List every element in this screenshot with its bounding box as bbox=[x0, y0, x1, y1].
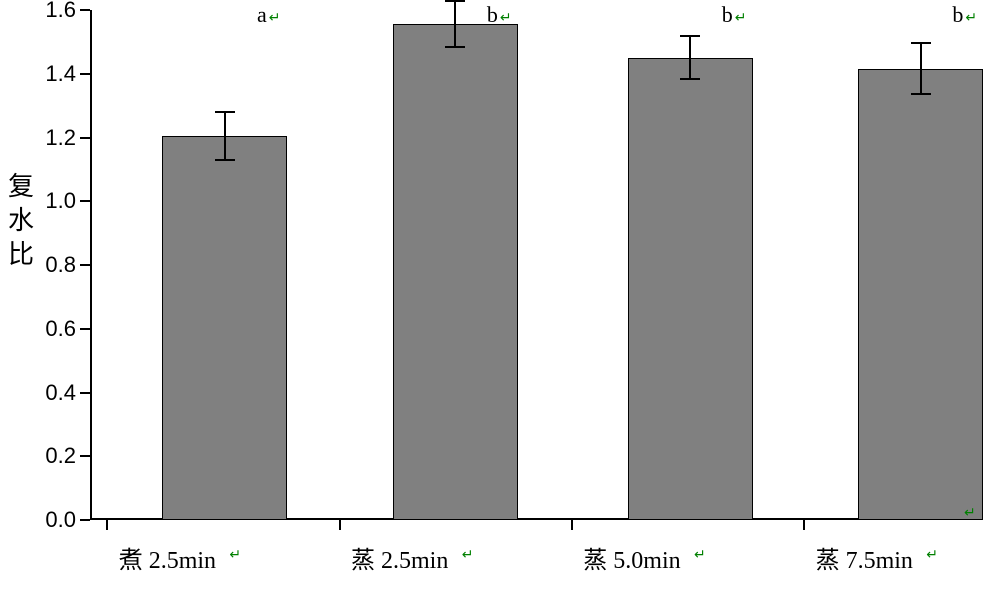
errorbar-cap bbox=[215, 111, 235, 113]
y-axis-label-char-1: 复 bbox=[6, 170, 36, 204]
x-tick bbox=[571, 520, 573, 530]
y-tick-label: 1.0 bbox=[45, 188, 76, 214]
y-axis-label-char-3: 比 bbox=[6, 238, 36, 272]
bar bbox=[393, 24, 518, 520]
errorbar-cap bbox=[911, 93, 931, 95]
errorbar-cap bbox=[215, 159, 235, 161]
paragraph-mark-icon: ↵ bbox=[963, 9, 977, 25]
paragraph-mark-icon: ↵ bbox=[964, 504, 976, 521]
paragraph-mark-icon: ↵ bbox=[926, 546, 938, 563]
paragraph-mark-icon: ↵ bbox=[267, 9, 281, 25]
x-category-label: 蒸 2.5min bbox=[351, 540, 448, 575]
significance-label: b↵ bbox=[952, 2, 977, 28]
y-tick-label: 0.8 bbox=[45, 252, 76, 278]
errorbar-cap bbox=[445, 46, 465, 48]
y-tick bbox=[80, 73, 90, 75]
y-tick-label: 0.0 bbox=[45, 507, 76, 533]
x-tick bbox=[339, 520, 341, 530]
y-tick bbox=[80, 137, 90, 139]
y-tick-label: 0.6 bbox=[45, 316, 76, 342]
errorbar-line bbox=[920, 43, 922, 94]
paragraph-mark-icon: ↵ bbox=[498, 9, 512, 25]
y-tick bbox=[80, 519, 90, 521]
x-tick bbox=[803, 520, 805, 530]
y-tick bbox=[80, 455, 90, 457]
significance-label: b↵ bbox=[487, 2, 512, 28]
y-tick bbox=[80, 9, 90, 11]
y-tick-label: 1.6 bbox=[45, 0, 76, 23]
y-tick bbox=[80, 328, 90, 330]
errorbar-line bbox=[689, 36, 691, 79]
x-category-label: 蒸 7.5min bbox=[816, 540, 913, 575]
significance-letter: b bbox=[722, 2, 733, 27]
paragraph-mark-icon: ↵ bbox=[694, 546, 706, 563]
errorbar-cap bbox=[680, 35, 700, 37]
errorbar-cap bbox=[911, 42, 931, 44]
significance-letter: b bbox=[952, 2, 963, 27]
y-tick-label: 1.4 bbox=[45, 61, 76, 87]
y-axis-label-char-2: 水 bbox=[6, 204, 36, 238]
y-tick bbox=[80, 200, 90, 202]
y-tick-label: 0.2 bbox=[45, 443, 76, 469]
errorbar-cap bbox=[680, 78, 700, 80]
x-category-label: 煮 2.5min bbox=[119, 540, 216, 575]
y-axis-label: 复 水 比 bbox=[6, 170, 36, 271]
y-tick-label: 0.4 bbox=[45, 380, 76, 406]
y-tick bbox=[80, 264, 90, 266]
significance-label: b↵ bbox=[722, 2, 747, 28]
plot-area: 0.00.20.40.60.81.01.21.41.6煮 2.5min↵a↵蒸 … bbox=[90, 10, 960, 520]
significance-letter: b bbox=[487, 2, 498, 27]
bar bbox=[858, 69, 983, 520]
errorbar-cap bbox=[445, 0, 465, 2]
paragraph-mark-icon: ↵ bbox=[462, 546, 474, 563]
y-tick bbox=[80, 392, 90, 394]
x-category-label: 蒸 5.0min bbox=[583, 540, 680, 575]
paragraph-mark-icon: ↵ bbox=[733, 9, 747, 25]
errorbar-line bbox=[454, 1, 456, 47]
y-axis-line bbox=[90, 10, 92, 520]
bar bbox=[162, 136, 287, 520]
significance-label: a↵ bbox=[257, 2, 281, 28]
chart-container: 复 水 比 0.00.20.40.60.81.01.21.41.6煮 2.5mi… bbox=[0, 0, 1000, 594]
bar bbox=[628, 58, 753, 520]
paragraph-mark-icon: ↵ bbox=[229, 546, 241, 563]
y-tick-label: 1.2 bbox=[45, 125, 76, 151]
x-tick bbox=[106, 520, 108, 530]
errorbar-line bbox=[224, 112, 226, 160]
significance-letter: a bbox=[257, 2, 267, 27]
